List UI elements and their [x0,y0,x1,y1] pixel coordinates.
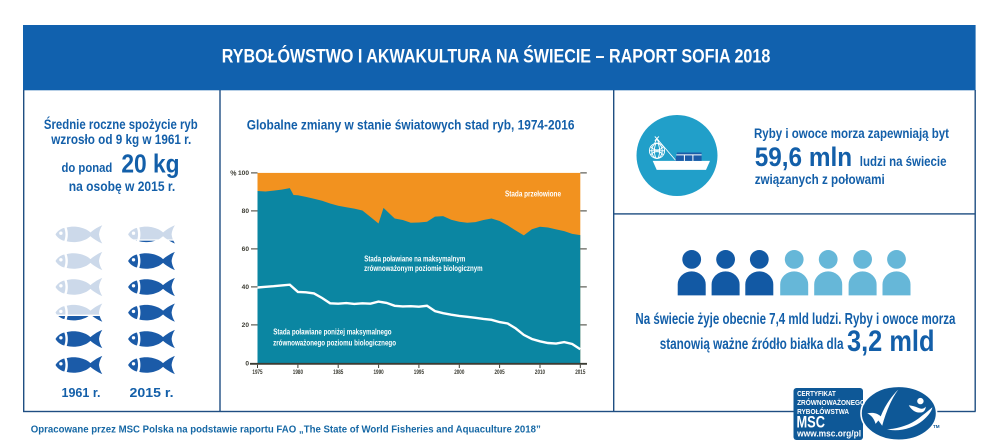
svg-text:CERTYFIKAT: CERTYFIKAT [797,389,836,398]
svg-text:stanowią ważne źródło białka d: stanowią ważne źródło białka dla [660,336,844,353]
svg-text:Średnie roczne spożycie ryb: Średnie roczne spożycie ryb [44,115,198,132]
svg-text:ludzi na świecie: ludzi na świecie [860,154,947,170]
svg-text:%: % [230,170,237,177]
svg-text:Na świecie żyje obecnie 7,4 ml: Na świecie żyje obecnie 7,4 mld ludzi. R… [635,311,955,328]
svg-text:Globalne zmiany w stanie świat: Globalne zmiany w stanie światowych stad… [247,118,575,133]
svg-text:1961 r.: 1961 r. [62,385,101,400]
svg-text:2000: 2000 [454,369,465,376]
svg-text:1985: 1985 [333,369,344,376]
svg-text:1995: 1995 [414,369,425,376]
svg-text:1975: 1975 [252,369,263,376]
svg-text:ZRÓWNOWAŻONEGO: ZRÓWNOWAŻONEGO [797,398,865,407]
svg-text:1990: 1990 [374,369,385,376]
svg-text:zrównoważonym poziomie biologi: zrównoważonym poziomie biologicznym [364,264,483,273]
svg-text:Stada poławiane poniżej maksym: Stada poławiane poniżej maksymalnego [273,328,391,337]
svg-text:do ponad: do ponad [62,160,113,175]
svg-text:60: 60 [242,246,250,253]
svg-text:Stada poławiane na maksymalnym: Stada poławiane na maksymalnym [364,255,465,264]
svg-text:zrównoważonego poziomu biologi: zrównoważonego poziomu biologicznego [273,338,396,347]
svg-text:2015: 2015 [575,369,586,376]
svg-text:www.msc.org/pl: www.msc.org/pl [796,429,861,440]
svg-text:RYBOŁÓWSTWO I AKWAKULTURA NA Ś: RYBOŁÓWSTWO I AKWAKULTURA NA ŚWIECIE – R… [222,45,771,67]
svg-text:80: 80 [242,208,250,215]
svg-text:Stada przełowione: Stada przełowione [505,189,561,199]
svg-text:2015 r.: 2015 r. [130,385,174,400]
svg-text:na osobę w 2015 r.: na osobę w 2015 r. [69,178,176,194]
svg-text:0: 0 [245,361,249,368]
svg-text:40: 40 [242,284,250,291]
svg-text:3,2 mld: 3,2 mld [847,325,935,358]
svg-text:TM: TM [933,424,940,429]
svg-text:59,6 mln: 59,6 mln [755,142,852,172]
svg-text:100: 100 [238,170,249,177]
svg-text:MSC: MSC [797,413,826,432]
svg-text:związanych z połowami: związanych z połowami [755,172,885,188]
svg-text:RYBOŁÓWSTWA: RYBOŁÓWSTWA [797,407,850,416]
svg-text:2005: 2005 [495,369,506,376]
svg-text:wzrosło od 9 kg w 1961 r.: wzrosło od 9 kg w 1961 r. [50,132,191,147]
svg-text:Ryby i owoce morza zapewniają: Ryby i owoce morza zapewniają byt [754,126,949,142]
svg-text:2010: 2010 [535,369,546,376]
svg-text:20: 20 [242,322,250,329]
svg-text:1980: 1980 [293,369,304,376]
svg-text:Opracowane przez MSC Polska na: Opracowane przez MSC Polska na podstawie… [31,424,541,435]
svg-text:20 kg: 20 kg [121,148,179,178]
